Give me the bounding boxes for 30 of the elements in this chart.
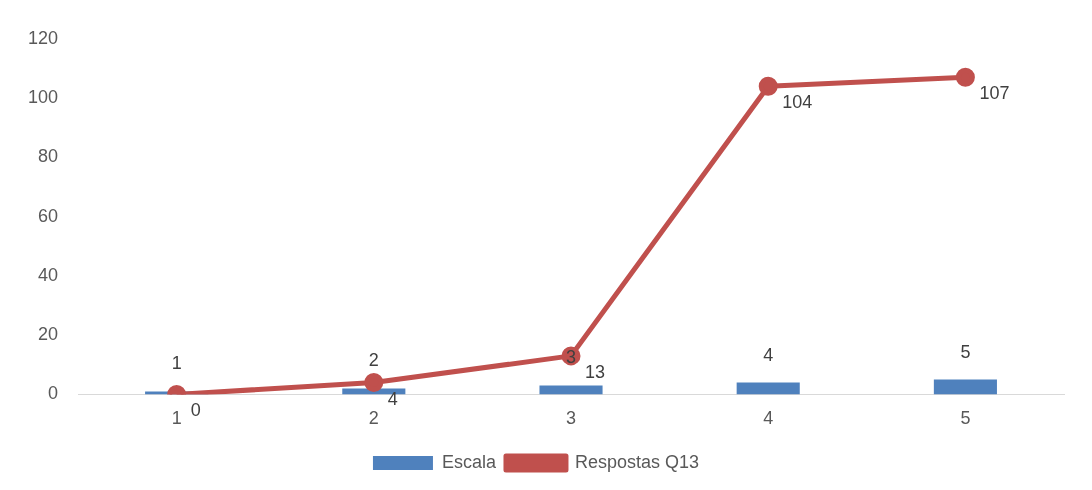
y-tick-label: 80: [38, 146, 59, 167]
data-label: 1: [171, 353, 182, 374]
x-tick-label: 4: [763, 408, 774, 429]
y-tick-label: 60: [38, 205, 59, 226]
point: [955, 67, 975, 87]
bar: [933, 379, 997, 395]
y-tick-label: 120: [27, 27, 59, 48]
point: [758, 76, 778, 96]
data-label: 13: [585, 361, 606, 382]
data-label: 0: [190, 400, 201, 421]
y-tick-label: 100: [27, 87, 59, 108]
x-tick-label: 3: [566, 408, 577, 429]
x-tick-label: 5: [960, 408, 971, 429]
data-label: 104: [782, 92, 813, 113]
point: [364, 373, 384, 393]
data-label: 4: [387, 388, 398, 409]
y-tick-label: 20: [38, 324, 59, 345]
data-label: 4: [763, 344, 774, 365]
y-tick-label: 40: [38, 264, 59, 285]
data-label: 3: [566, 347, 577, 368]
bar: [736, 382, 800, 395]
y-tick-label: 0: [48, 383, 59, 404]
data-label: 5: [960, 341, 971, 362]
data-label: 107: [979, 83, 1010, 104]
x-tick-label: 1: [171, 408, 182, 429]
legend-label: Respostas Q13: [574, 451, 700, 472]
x-tick-label: 2: [368, 408, 379, 429]
legend-label: Escala: [441, 451, 497, 472]
data-label: 2: [368, 350, 379, 371]
bar: [539, 385, 603, 395]
